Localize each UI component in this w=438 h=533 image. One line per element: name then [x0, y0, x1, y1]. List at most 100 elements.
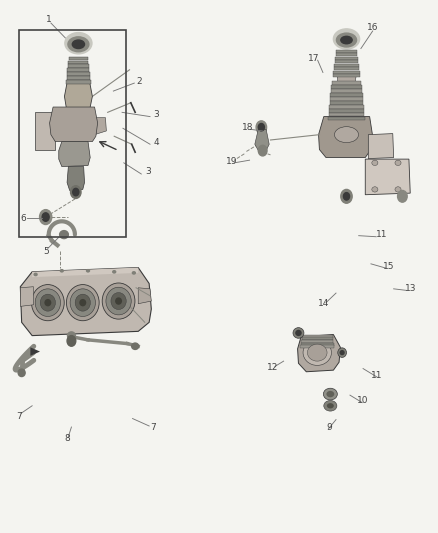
Polygon shape — [32, 268, 138, 277]
Text: 1: 1 — [46, 15, 52, 24]
Ellipse shape — [341, 36, 352, 44]
Bar — [68, 61, 88, 63]
Bar — [336, 50, 357, 53]
Polygon shape — [59, 142, 90, 166]
Ellipse shape — [67, 332, 75, 340]
Bar — [332, 82, 361, 85]
Ellipse shape — [44, 299, 51, 306]
Circle shape — [341, 189, 352, 203]
Ellipse shape — [395, 187, 401, 192]
Ellipse shape — [293, 328, 304, 338]
Circle shape — [256, 121, 267, 134]
Text: 2: 2 — [137, 77, 142, 86]
Circle shape — [42, 213, 49, 221]
Ellipse shape — [132, 271, 136, 274]
Ellipse shape — [338, 348, 346, 358]
Bar — [330, 93, 363, 97]
Bar — [69, 56, 88, 60]
Ellipse shape — [372, 187, 378, 192]
Ellipse shape — [327, 403, 334, 408]
Ellipse shape — [112, 270, 117, 273]
Ellipse shape — [132, 343, 139, 350]
Polygon shape — [20, 287, 33, 306]
Circle shape — [39, 209, 52, 224]
Bar — [331, 90, 362, 93]
Ellipse shape — [303, 340, 332, 366]
Ellipse shape — [333, 29, 360, 49]
Ellipse shape — [307, 344, 327, 361]
Ellipse shape — [295, 330, 302, 336]
Ellipse shape — [86, 269, 90, 272]
Bar — [329, 105, 364, 109]
Bar — [67, 72, 90, 76]
Text: 6: 6 — [21, 214, 26, 223]
Text: 5: 5 — [44, 247, 49, 256]
Bar — [331, 85, 362, 89]
Ellipse shape — [65, 33, 92, 54]
Polygon shape — [67, 166, 85, 190]
Polygon shape — [255, 130, 269, 151]
Ellipse shape — [67, 285, 99, 321]
Circle shape — [343, 192, 350, 200]
Text: 12: 12 — [267, 363, 279, 372]
Polygon shape — [337, 74, 357, 82]
Ellipse shape — [60, 269, 64, 272]
Bar — [300, 343, 334, 346]
Polygon shape — [49, 107, 98, 142]
Text: 19: 19 — [226, 157, 237, 166]
Ellipse shape — [35, 289, 60, 317]
Polygon shape — [138, 288, 151, 304]
Bar — [330, 97, 363, 101]
Bar — [301, 340, 333, 343]
Bar — [333, 70, 360, 74]
Ellipse shape — [32, 285, 64, 321]
Text: 15: 15 — [383, 262, 394, 271]
Bar — [334, 63, 359, 67]
Text: 13: 13 — [405, 284, 417, 293]
Ellipse shape — [72, 40, 85, 49]
Bar — [329, 109, 364, 112]
Text: 17: 17 — [308, 54, 320, 62]
Ellipse shape — [75, 294, 90, 311]
Ellipse shape — [18, 369, 25, 376]
Ellipse shape — [68, 37, 89, 52]
Ellipse shape — [102, 283, 135, 319]
Text: 7: 7 — [16, 412, 22, 421]
Ellipse shape — [336, 33, 357, 47]
Bar — [66, 80, 91, 84]
Polygon shape — [35, 112, 55, 150]
Polygon shape — [368, 134, 394, 159]
Circle shape — [258, 124, 265, 131]
Text: 11: 11 — [371, 371, 383, 380]
Ellipse shape — [40, 294, 56, 311]
Text: 7: 7 — [150, 423, 155, 432]
Bar — [336, 53, 357, 56]
Bar — [67, 76, 90, 79]
Bar — [335, 56, 358, 60]
Polygon shape — [30, 348, 40, 356]
Ellipse shape — [326, 391, 334, 397]
Ellipse shape — [323, 388, 337, 400]
Circle shape — [71, 185, 81, 198]
Text: 18: 18 — [242, 123, 253, 132]
Bar — [302, 335, 332, 338]
Bar — [300, 345, 334, 349]
Bar — [333, 74, 360, 77]
Bar — [67, 68, 89, 71]
Ellipse shape — [335, 127, 358, 143]
Ellipse shape — [70, 289, 95, 317]
Polygon shape — [318, 117, 373, 158]
Ellipse shape — [115, 297, 122, 305]
Ellipse shape — [324, 400, 337, 411]
Ellipse shape — [60, 231, 68, 239]
Circle shape — [398, 190, 407, 202]
Text: 3: 3 — [145, 167, 151, 176]
Bar — [335, 60, 358, 63]
Ellipse shape — [79, 299, 86, 306]
Polygon shape — [64, 80, 92, 112]
Text: 14: 14 — [318, 299, 329, 308]
Text: 9: 9 — [326, 423, 332, 432]
Ellipse shape — [372, 160, 378, 165]
Polygon shape — [95, 118, 106, 135]
Bar — [334, 67, 359, 70]
